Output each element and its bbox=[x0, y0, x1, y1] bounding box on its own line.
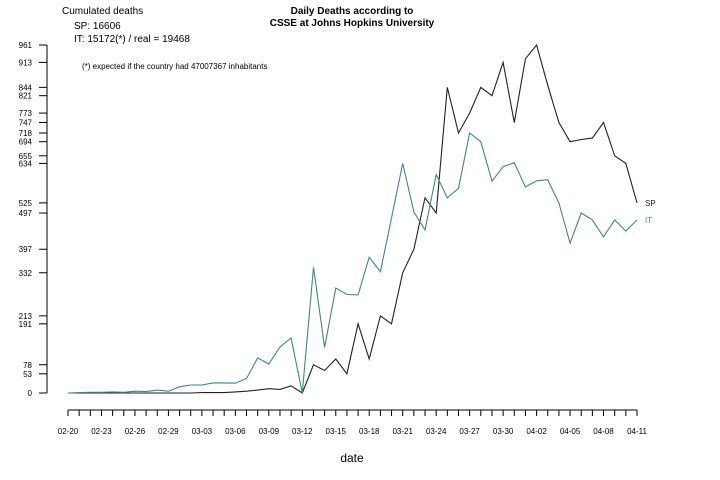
series-line-it bbox=[67, 132, 638, 394]
x-tick-label: 04-11 bbox=[627, 427, 647, 436]
series-line-sp bbox=[68, 43, 638, 394]
x-axis-label: date bbox=[340, 451, 364, 465]
x-tick-label: 03-27 bbox=[459, 427, 480, 436]
x-tick-label: 03-15 bbox=[326, 427, 347, 436]
y-tick-label: 694 bbox=[19, 138, 33, 147]
y-tick-label: 397 bbox=[19, 245, 33, 254]
y-tick-label: 821 bbox=[19, 92, 33, 101]
x-axis: 02-20 02-23 02-26 02-29 03-03 03-06 03-09 03-12… bbox=[58, 409, 647, 436]
inhabitants-footnote: (*) expected if the country had 47007367… bbox=[82, 62, 267, 71]
x-tick-label: 02-26 bbox=[125, 427, 146, 436]
y-tick-label: 525 bbox=[19, 199, 33, 208]
x-tick-label: 04-05 bbox=[560, 427, 581, 436]
chart-subtitle: CSSE at Johns Hopkins University bbox=[270, 18, 435, 29]
x-tick-label: 03-06 bbox=[225, 427, 246, 436]
x-tick-label: 03-21 bbox=[392, 427, 413, 436]
cumulated-heading: Cumulated deaths bbox=[62, 6, 143, 17]
y-tick-label: 0 bbox=[28, 389, 33, 398]
x-tick-label: 03-09 bbox=[259, 427, 280, 436]
x-tick-label: 03-24 bbox=[426, 427, 447, 436]
y-tick-label: 718 bbox=[19, 129, 33, 138]
x-tick-label: 03-18 bbox=[359, 427, 380, 436]
x-tick-label: 03-12 bbox=[292, 427, 313, 436]
y-tick-label: 497 bbox=[19, 209, 33, 218]
series-label-sp: SP bbox=[645, 199, 656, 208]
y-tick-label: 961 bbox=[19, 41, 33, 50]
x-tick-label: 04-08 bbox=[593, 427, 614, 436]
x-tick-label: 04-02 bbox=[526, 427, 547, 436]
x-tick-label: 02-20 bbox=[58, 427, 79, 436]
series-labels: SP IT bbox=[645, 199, 656, 225]
x-tick-label: 02-23 bbox=[91, 427, 112, 436]
series-label-it: IT bbox=[645, 216, 652, 225]
y-tick-label: 747 bbox=[19, 118, 33, 127]
y-tick-label: 213 bbox=[19, 312, 33, 321]
y-tick-label: 53 bbox=[23, 370, 32, 379]
x-tick-label: 03-03 bbox=[192, 427, 213, 436]
y-tick-label: 191 bbox=[19, 320, 33, 329]
chart-title: Daily Deaths according to bbox=[291, 6, 414, 17]
y-tick-label: 332 bbox=[19, 269, 33, 278]
y-tick-label: 844 bbox=[19, 83, 33, 92]
cumulated-sp: SP: 16606 bbox=[74, 21, 121, 32]
y-tick-label: 913 bbox=[19, 58, 33, 67]
y-tick-label: 773 bbox=[19, 109, 33, 118]
y-tick-label: 655 bbox=[19, 152, 33, 161]
y-tick-label: 634 bbox=[19, 159, 33, 168]
cumulated-it: IT: 15172(*) / real = 19468 bbox=[74, 34, 190, 45]
series-layer bbox=[67, 43, 638, 394]
y-tick-label: 78 bbox=[23, 361, 32, 370]
x-tick-label: 03-30 bbox=[493, 427, 514, 436]
x-tick-label: 02-29 bbox=[158, 427, 179, 436]
